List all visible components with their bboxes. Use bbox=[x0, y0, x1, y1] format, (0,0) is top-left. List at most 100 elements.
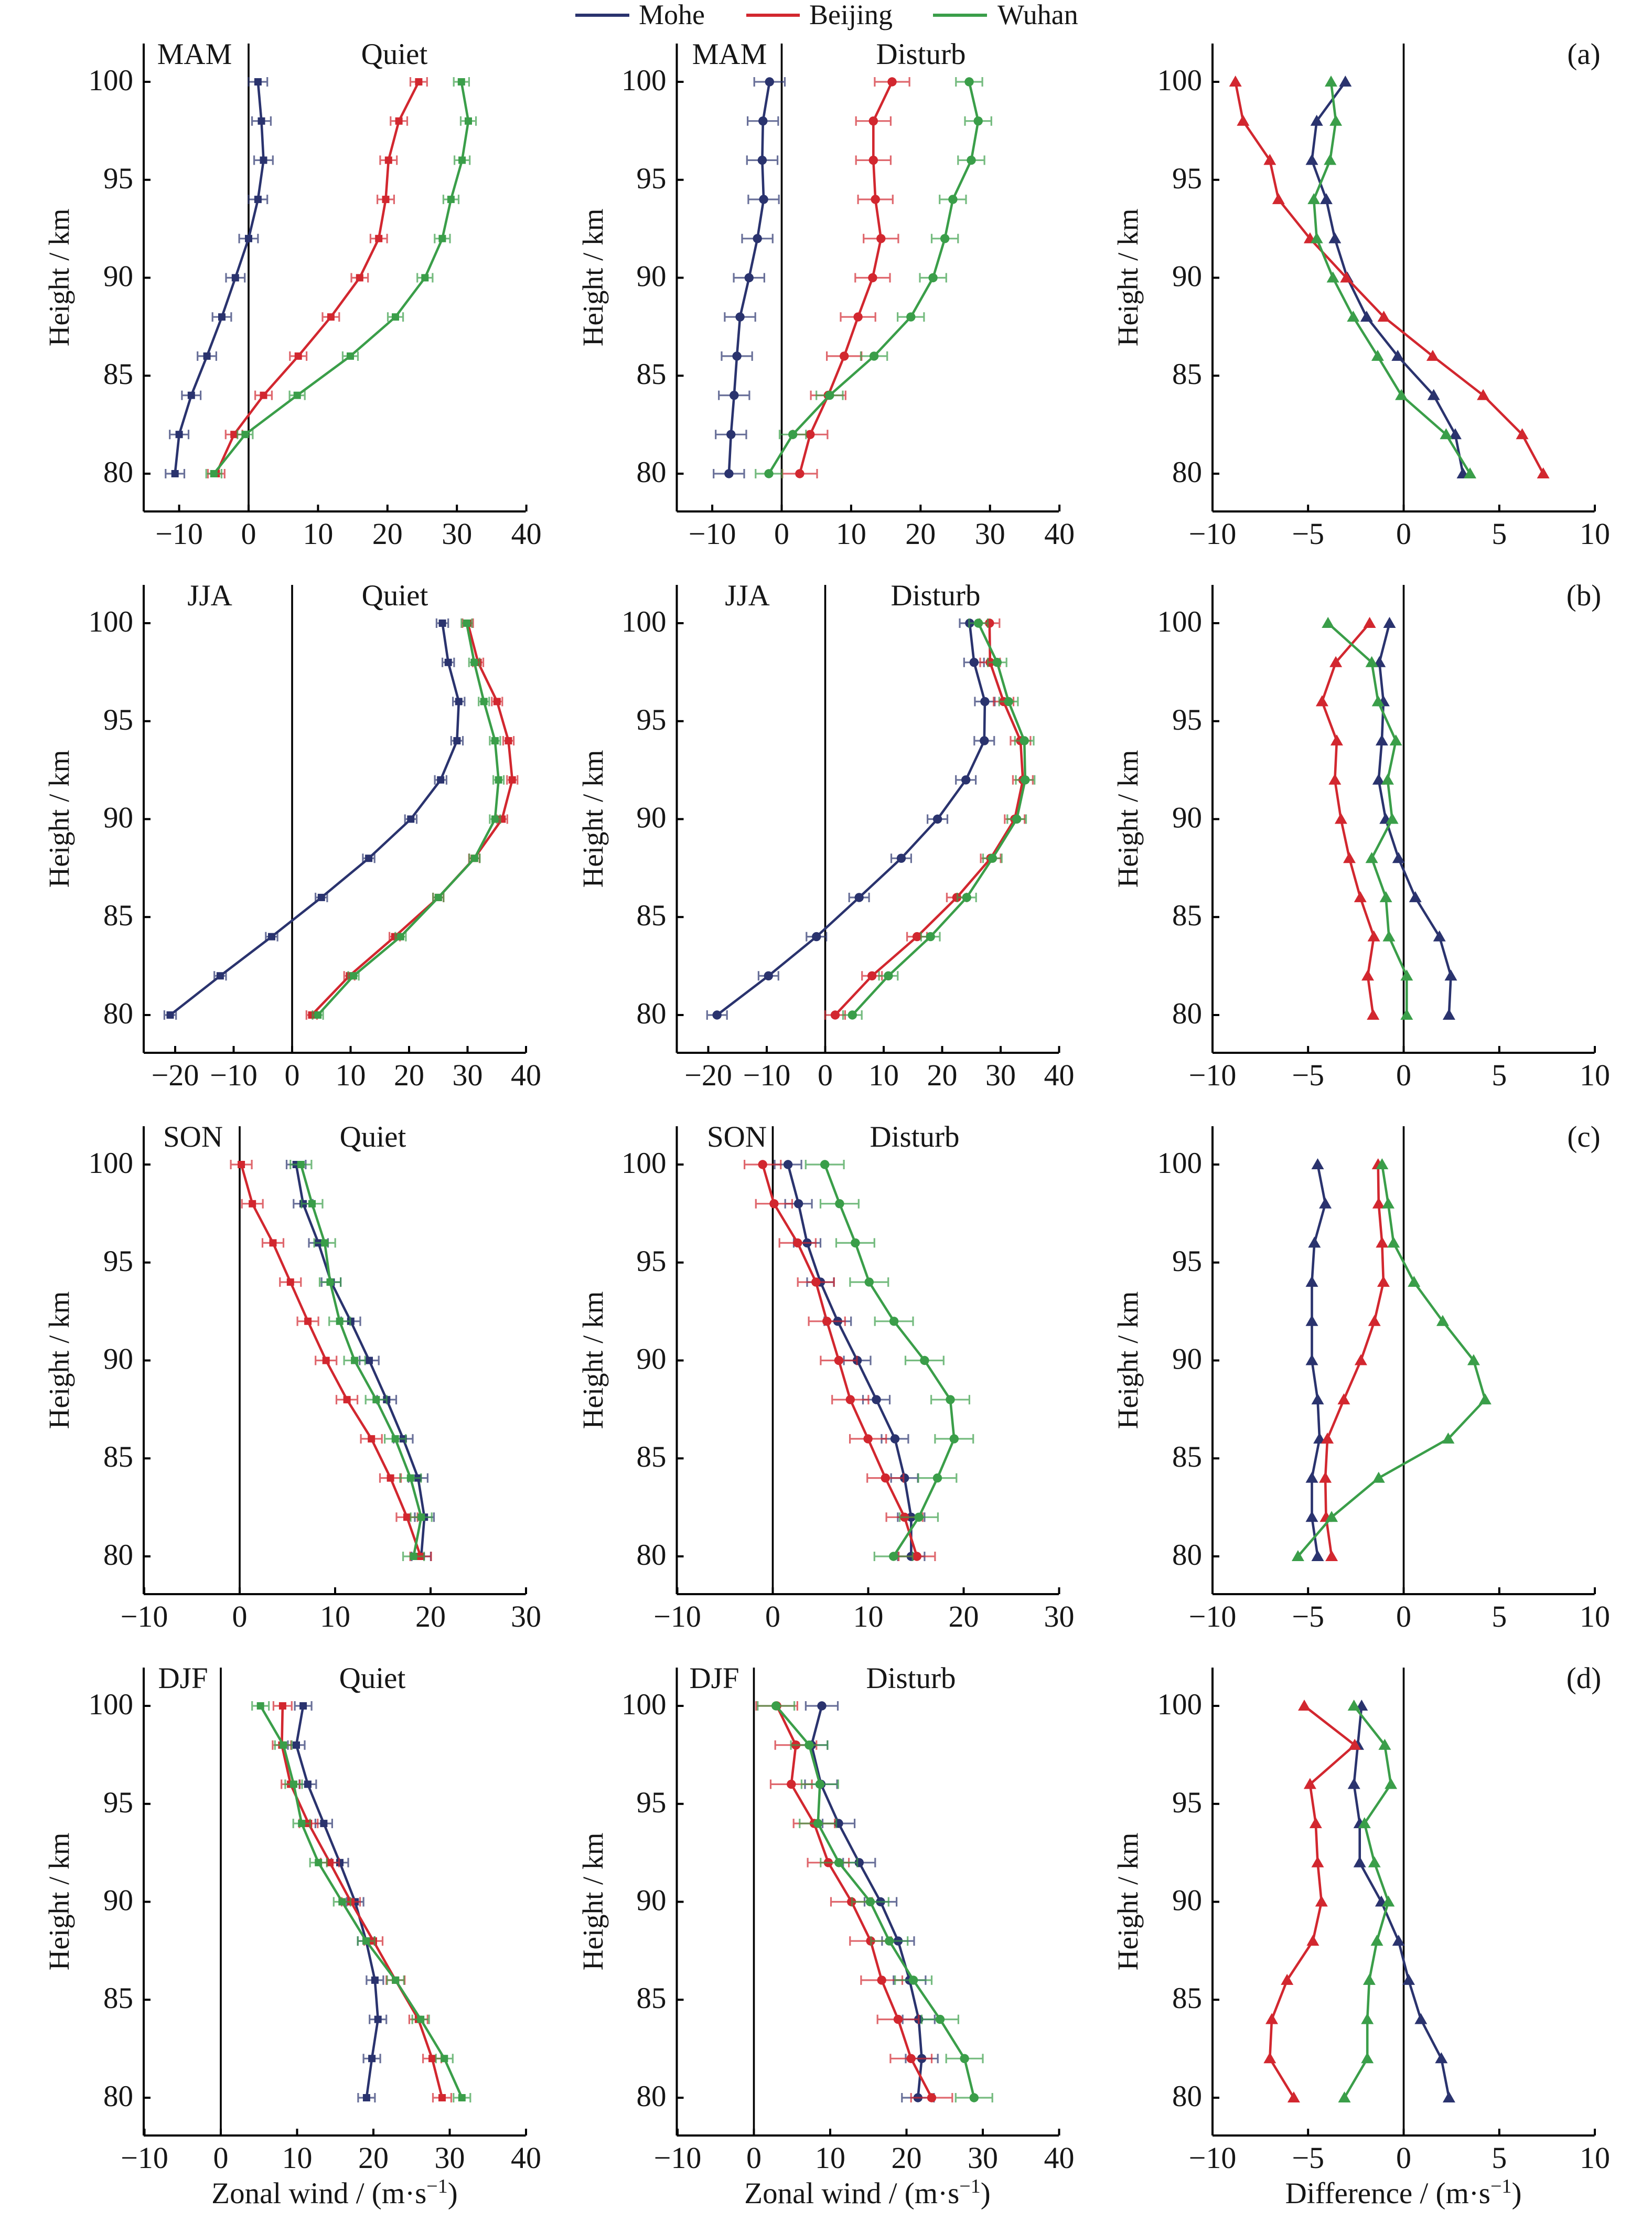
svg-text:95: 95 bbox=[103, 1245, 133, 1278]
svg-text:80: 80 bbox=[103, 2080, 133, 2113]
svg-text:90: 90 bbox=[637, 1343, 667, 1376]
svg-text:0: 0 bbox=[285, 1058, 300, 1092]
svg-text:80: 80 bbox=[637, 997, 667, 1030]
svg-text:DJF: DJF bbox=[158, 1662, 208, 1695]
svg-text:100: 100 bbox=[621, 1147, 667, 1180]
svg-text:Quiet: Quiet bbox=[361, 38, 428, 71]
svg-text:−10: −10 bbox=[121, 1599, 168, 1633]
svg-text:100: 100 bbox=[89, 64, 134, 97]
svg-text:30: 30 bbox=[435, 2141, 465, 2175]
svg-text:80: 80 bbox=[1172, 2080, 1202, 2113]
svg-text:0: 0 bbox=[241, 517, 256, 551]
svg-text:80: 80 bbox=[1172, 1539, 1202, 1572]
svg-text:−10: −10 bbox=[743, 1058, 791, 1092]
svg-text:10: 10 bbox=[1580, 1058, 1610, 1092]
svg-text:0: 0 bbox=[1396, 1599, 1411, 1633]
svg-text:85: 85 bbox=[637, 358, 667, 391]
svg-text:90: 90 bbox=[103, 260, 133, 293]
svg-text:Height / km: Height / km bbox=[577, 1291, 609, 1429]
svg-text:95: 95 bbox=[1172, 1245, 1202, 1278]
svg-text:5: 5 bbox=[1492, 2141, 1507, 2175]
svg-text:90: 90 bbox=[1172, 802, 1202, 835]
svg-text:Height / km: Height / km bbox=[1112, 750, 1144, 888]
svg-text:20: 20 bbox=[372, 517, 403, 551]
svg-text:95: 95 bbox=[637, 162, 667, 195]
svg-text:10: 10 bbox=[303, 517, 333, 551]
svg-text:JJA: JJA bbox=[187, 579, 232, 612]
svg-text:Disturb: Disturb bbox=[866, 1662, 956, 1695]
svg-text:80: 80 bbox=[1172, 997, 1202, 1030]
svg-text:100: 100 bbox=[89, 1147, 134, 1180]
svg-text:0: 0 bbox=[1396, 1058, 1411, 1092]
svg-text:(c): (c) bbox=[1567, 1120, 1600, 1154]
svg-text:Height / km: Height / km bbox=[577, 1833, 609, 1971]
svg-text:Zonal wind / (m·s−1): Zonal wind / (m·s−1) bbox=[744, 2175, 990, 2210]
svg-text:95: 95 bbox=[637, 1786, 667, 1819]
svg-text:40: 40 bbox=[1044, 2141, 1075, 2175]
svg-text:5: 5 bbox=[1492, 1599, 1507, 1633]
svg-text:−10: −10 bbox=[654, 2141, 702, 2175]
svg-text:90: 90 bbox=[103, 802, 133, 835]
svg-text:100: 100 bbox=[1157, 1147, 1203, 1180]
svg-text:30: 30 bbox=[975, 517, 1005, 551]
svg-text:Quiet: Quiet bbox=[340, 1120, 406, 1154]
svg-text:Height / km: Height / km bbox=[577, 750, 609, 888]
svg-text:100: 100 bbox=[1157, 605, 1203, 638]
svg-text:40: 40 bbox=[511, 1058, 541, 1092]
svg-text:40: 40 bbox=[511, 2141, 541, 2175]
svg-text:Difference / (m·s−1): Difference / (m·s−1) bbox=[1285, 2175, 1522, 2210]
svg-text:80: 80 bbox=[103, 1539, 133, 1572]
svg-text:−5: −5 bbox=[1292, 2141, 1324, 2175]
svg-text:Height / km: Height / km bbox=[1112, 209, 1144, 347]
svg-text:10: 10 bbox=[1580, 2141, 1610, 2175]
svg-text:40: 40 bbox=[1044, 517, 1075, 551]
svg-text:100: 100 bbox=[89, 605, 134, 638]
svg-text:85: 85 bbox=[637, 1982, 667, 2015]
svg-text:30: 30 bbox=[453, 1058, 483, 1092]
svg-text:95: 95 bbox=[1172, 1786, 1202, 1819]
svg-text:−10: −10 bbox=[1189, 517, 1237, 551]
svg-text:10: 10 bbox=[1580, 517, 1610, 551]
svg-text:100: 100 bbox=[621, 605, 667, 638]
svg-text:20: 20 bbox=[415, 1599, 446, 1633]
svg-text:Wuhan: Wuhan bbox=[997, 0, 1078, 30]
svg-text:0: 0 bbox=[818, 1058, 833, 1092]
svg-text:10: 10 bbox=[868, 1058, 899, 1092]
svg-text:10: 10 bbox=[815, 2141, 845, 2175]
svg-text:Zonal wind / (m·s−1): Zonal wind / (m·s−1) bbox=[211, 2175, 457, 2210]
svg-text:0: 0 bbox=[1396, 2141, 1411, 2175]
svg-text:10: 10 bbox=[1580, 1599, 1610, 1633]
svg-text:JJA: JJA bbox=[725, 579, 770, 612]
svg-text:30: 30 bbox=[1044, 1599, 1075, 1633]
svg-text:85: 85 bbox=[103, 1440, 133, 1473]
svg-text:5: 5 bbox=[1492, 517, 1507, 551]
svg-text:95: 95 bbox=[1172, 162, 1202, 195]
svg-text:90: 90 bbox=[1172, 260, 1202, 293]
svg-text:−5: −5 bbox=[1292, 1058, 1324, 1092]
svg-text:MAM: MAM bbox=[692, 38, 767, 71]
svg-text:Disturb: Disturb bbox=[870, 1120, 960, 1154]
svg-text:90: 90 bbox=[637, 1884, 667, 1917]
svg-text:5: 5 bbox=[1492, 1058, 1507, 1092]
svg-text:Height / km: Height / km bbox=[43, 1833, 75, 1971]
svg-text:95: 95 bbox=[103, 1786, 133, 1819]
svg-text:95: 95 bbox=[637, 1245, 667, 1278]
svg-text:100: 100 bbox=[1157, 64, 1203, 97]
svg-text:Height / km: Height / km bbox=[43, 1291, 75, 1429]
svg-text:Height / km: Height / km bbox=[43, 209, 75, 347]
svg-text:−5: −5 bbox=[1292, 517, 1324, 551]
svg-text:−10: −10 bbox=[653, 1599, 701, 1633]
svg-text:90: 90 bbox=[1172, 1343, 1202, 1376]
svg-text:Height / km: Height / km bbox=[577, 209, 609, 347]
svg-text:−10: −10 bbox=[1189, 2141, 1237, 2175]
svg-text:0: 0 bbox=[746, 2141, 761, 2175]
svg-text:30: 30 bbox=[968, 2141, 998, 2175]
svg-text:0: 0 bbox=[765, 1599, 780, 1633]
svg-text:85: 85 bbox=[637, 899, 667, 932]
svg-text:30: 30 bbox=[511, 1599, 541, 1633]
svg-text:95: 95 bbox=[1172, 703, 1202, 736]
svg-text:(d): (d) bbox=[1567, 1662, 1601, 1695]
svg-text:MAM: MAM bbox=[157, 38, 232, 71]
svg-text:−10: −10 bbox=[1189, 1058, 1237, 1092]
svg-text:0: 0 bbox=[774, 517, 789, 551]
